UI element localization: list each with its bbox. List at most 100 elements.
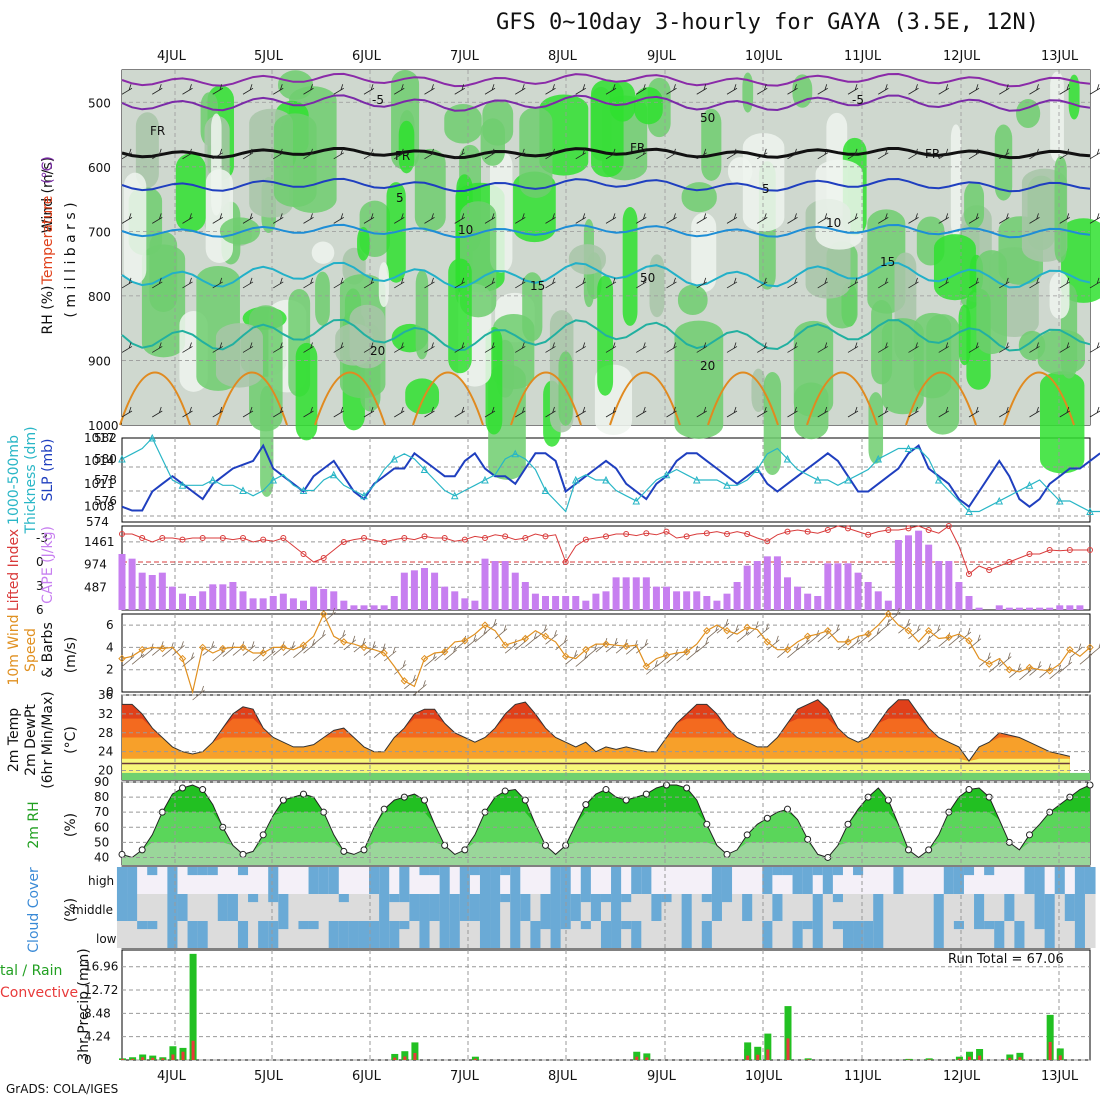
cape-bar: [118, 554, 126, 610]
cloud-cell: [479, 894, 491, 921]
cape-bar: [834, 563, 842, 610]
li-marker: [199, 535, 206, 541]
cloud-cell-bg: [732, 867, 743, 894]
cloud-cell-bg: [389, 894, 400, 921]
contour-25: [609, 371, 681, 426]
cape-bar: [501, 561, 509, 610]
upper-label-mb: ( m i l l i b a r s ): [63, 202, 79, 317]
wind-barb: [605, 342, 617, 353]
cloud-cell-bg: [903, 894, 915, 921]
li-marker: [280, 535, 287, 541]
cloud-cell: [268, 894, 279, 903]
contour-minus10: [121, 72, 1091, 88]
cloud-cell: [1044, 921, 1056, 948]
cape-bar: [713, 600, 721, 610]
contour-25: [119, 371, 191, 426]
rh-tick-label: 90: [94, 775, 109, 789]
li-marker: [542, 533, 549, 540]
li-marker: [885, 527, 892, 533]
precip-tick-label: 4.24: [84, 1030, 111, 1044]
cape-bar: [279, 593, 287, 610]
wind-barb: [212, 406, 223, 418]
cloud-cell-bg: [187, 894, 199, 921]
cloud-cell-bg: [853, 867, 864, 894]
cloud-cell: [338, 894, 350, 903]
run-total-label: Run Total = 67.06: [948, 952, 1064, 967]
precip-conv-bar: [786, 1038, 790, 1060]
cloud-cell: [177, 894, 189, 921]
cape-bar: [400, 572, 408, 610]
contour-25: [1003, 371, 1075, 426]
rh-blob: [868, 392, 884, 464]
thickness-marker: [1025, 481, 1034, 489]
thickness-marker: [995, 496, 1004, 505]
cape-bar: [642, 577, 650, 610]
thickness-marker: [450, 491, 459, 500]
wind-barb: [817, 213, 828, 224]
wind-barb: [696, 213, 707, 224]
cloud-cell-bg: [227, 867, 239, 894]
wind-barb: [999, 148, 1010, 160]
cloud-cell: [661, 894, 673, 903]
wind-barb: [666, 649, 679, 664]
wind-barb: [787, 342, 798, 353]
wind10-label-b: Speed: [23, 628, 39, 672]
wind-barb: [545, 406, 556, 418]
cape-bar: [652, 586, 660, 610]
wind-barb: [525, 632, 538, 647]
cape-bar: [350, 605, 358, 610]
wind-barb: [515, 342, 526, 353]
wind-barb: [1059, 406, 1070, 418]
thickness-marker: [208, 475, 217, 484]
cloud-cell-bg: [197, 894, 209, 921]
date-label-top: 8JUL: [548, 49, 578, 64]
wind-barb: [303, 277, 314, 289]
rh-marker: [905, 846, 912, 854]
wind-marker: [319, 610, 328, 618]
wind-barb: [878, 406, 889, 418]
cape-bar: [410, 570, 418, 610]
cloud-cell-bg: [580, 894, 592, 921]
precip-conv-bar: [413, 1052, 417, 1060]
wind-barb: [575, 342, 586, 353]
cloud-cell-bg: [288, 867, 299, 894]
wind-barb: [232, 641, 246, 656]
cloud-cell-bg: [500, 921, 511, 948]
cloud-cell: [479, 867, 491, 894]
upper-label-temp-unit: (°C): [40, 156, 56, 184]
wind-barb: [817, 148, 828, 160]
wind-barb: [1089, 213, 1100, 224]
wind-barb: [636, 277, 647, 289]
li-marker: [1066, 547, 1073, 553]
slp-label-slp: SLP (mb): [40, 438, 56, 501]
wind-barb: [968, 406, 980, 418]
rh-tick-label: 40: [94, 850, 109, 864]
cloud-cell-bg: [953, 921, 965, 948]
cloud-cell-bg: [147, 867, 158, 894]
wind-barb: [363, 342, 375, 353]
cloud-cell: [711, 894, 723, 921]
li-marker: [260, 536, 267, 543]
contour-label: 5: [396, 191, 404, 205]
cape-bar: [965, 596, 973, 610]
rh-marker: [340, 847, 348, 855]
wind-barb: [484, 406, 496, 418]
precip-conv-bar: [141, 1057, 145, 1060]
rh-marker: [1026, 831, 1033, 839]
cloud-cell-bg: [923, 867, 935, 894]
cloud-cell: [953, 921, 965, 930]
wind-barb: [636, 406, 647, 418]
wind-marker: [743, 623, 751, 632]
precip-conv-bar: [161, 1058, 165, 1060]
cape-bar: [884, 600, 892, 610]
cloud-cell: [570, 894, 582, 921]
wind-barb: [999, 277, 1010, 289]
precip-total-bar: [925, 1058, 933, 1060]
cape-bar: [461, 598, 469, 610]
wind-barb: [847, 213, 859, 224]
contour-25: [905, 371, 977, 426]
cloud-cell: [389, 894, 400, 903]
cloud-cell-bg: [994, 867, 1005, 894]
rh-marker: [179, 784, 186, 792]
cloud-cell-bg: [116, 921, 128, 948]
